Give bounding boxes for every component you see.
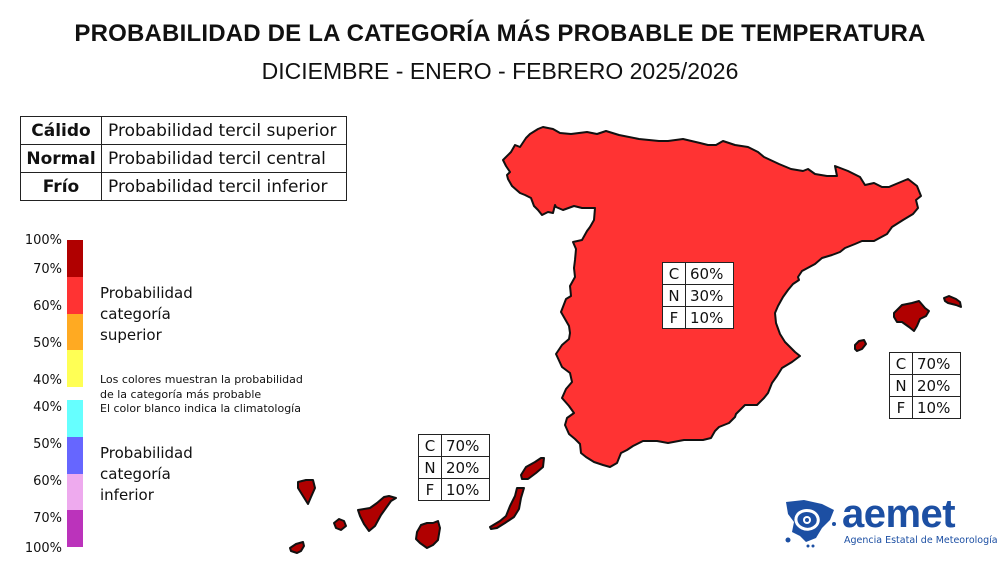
prob-key: N — [662, 284, 686, 307]
region-canarias-fuerteventura[interactable] — [489, 487, 525, 530]
prob-row: F 10% — [662, 306, 734, 329]
scale-tick: 100% — [24, 233, 62, 248]
scale-tick: 100% — [24, 541, 62, 556]
region-canarias-lanzarote[interactable] — [520, 457, 545, 480]
prob-key: F — [418, 478, 442, 501]
prob-value: 10% — [685, 306, 734, 329]
prob-value: 70% — [912, 352, 961, 375]
region-canarias-la-gomera[interactable] — [333, 518, 347, 531]
note-line: Los colores muestran la probabilidad — [100, 373, 303, 386]
scale-seg-lower-50-60 — [67, 437, 83, 474]
prob-value: 20% — [441, 456, 490, 479]
prob-table-canarias: C 70% N 20% F 10% — [418, 434, 490, 501]
scale-note: Los colores muestran la probabilidad de … — [100, 373, 303, 417]
prob-key: C — [418, 434, 442, 457]
prob-row: C 70% — [418, 434, 490, 457]
scale-seg-upper-60-70 — [67, 277, 83, 314]
prob-key: F — [662, 306, 686, 329]
aemet-wordmark: aemet — [842, 492, 956, 536]
scale-seg-upper-50-60 — [67, 314, 83, 350]
prob-value: 30% — [685, 284, 734, 307]
prob-row: C 60% — [662, 262, 734, 285]
label-line: Probabilidad — [100, 444, 193, 462]
prob-value: 20% — [912, 374, 961, 397]
category-legend-table: Cálido Probabilidad tercil superior Norm… — [20, 116, 347, 201]
prob-value: 10% — [912, 396, 961, 419]
prob-key: C — [662, 262, 686, 285]
scale-seg-lower-40-50 — [67, 400, 83, 437]
prob-row: N 30% — [662, 284, 734, 307]
region-baleares-menorca[interactable] — [943, 295, 962, 308]
category-desc: Probabilidad tercil inferior — [101, 172, 347, 201]
label-line: categoría — [100, 465, 171, 483]
prob-row: C 70% — [889, 352, 961, 375]
note-line: El color blanco indica la climatología — [100, 402, 301, 415]
prob-key: N — [418, 456, 442, 479]
prob-key: C — [889, 352, 913, 375]
label-line: categoría — [100, 305, 171, 323]
prob-row: F 10% — [418, 478, 490, 501]
scale-tick: 60% — [33, 474, 62, 489]
map-subtitle: DICIEMBRE - ENERO - FEBRERO 2025/2026 — [261, 58, 739, 84]
prob-value: 60% — [685, 262, 734, 285]
category-key: Normal — [20, 144, 102, 173]
scale-seg-lower-60-70 — [67, 474, 83, 510]
region-canarias-el-hierro[interactable] — [289, 541, 305, 554]
category-row-normal: Normal Probabilidad tercil central — [20, 144, 347, 173]
scale-tick: 60% — [33, 299, 62, 314]
scale-tick: 70% — [33, 511, 62, 526]
prob-key: F — [889, 396, 913, 419]
scale-tick: 50% — [33, 336, 62, 351]
scale-tick: 70% — [33, 262, 62, 277]
map-title: PROBABILIDAD DE LA CATEGORÍA MÁS PROBABL… — [74, 20, 926, 47]
prob-value: 10% — [441, 478, 490, 501]
aemet-emblem-icon — [785, 500, 836, 548]
upper-category-label: Probabilidad categoría superior — [100, 283, 193, 346]
category-row-frio: Frío Probabilidad tercil inferior — [20, 172, 347, 201]
aemet-agency-name: Agencia Estatal de Meteorología — [844, 535, 998, 546]
region-canarias-la-palma[interactable] — [297, 479, 316, 505]
category-key: Cálido — [20, 116, 102, 145]
scale-seg-lower-70-100 — [67, 510, 83, 547]
prob-row: F 10% — [889, 396, 961, 419]
prob-row: N 20% — [889, 374, 961, 397]
prob-table-peninsula: C 60% N 30% F 10% — [662, 262, 734, 329]
prob-row: N 20% — [418, 456, 490, 479]
scale-seg-upper-40-50 — [67, 350, 83, 387]
scale-tick: 40% — [33, 373, 62, 388]
region-canarias-tenerife[interactable] — [357, 495, 397, 532]
region-baleares-mallorca[interactable] — [893, 300, 930, 332]
scale-tick: 40% — [33, 400, 62, 415]
scale-tick: 50% — [33, 437, 62, 452]
prob-key: N — [889, 374, 913, 397]
region-baleares-ibiza[interactable] — [854, 339, 867, 352]
prob-table-baleares: C 70% N 20% F 10% — [889, 352, 961, 419]
scale-seg-upper-70-100 — [67, 240, 83, 277]
prob-value: 70% — [441, 434, 490, 457]
label-line: Probabilidad — [100, 284, 193, 302]
region-canarias-gran-canaria[interactable] — [415, 520, 441, 549]
label-line: inferior — [100, 486, 154, 504]
label-line: superior — [100, 326, 162, 344]
category-desc: Probabilidad tercil central — [101, 144, 347, 173]
aemet-logo: aemet Agencia Estatal de Meteorología — [782, 492, 998, 548]
note-line: de la categoría más probable — [100, 387, 262, 401]
lower-category-label: Probabilidad categoría inferior — [100, 443, 193, 506]
